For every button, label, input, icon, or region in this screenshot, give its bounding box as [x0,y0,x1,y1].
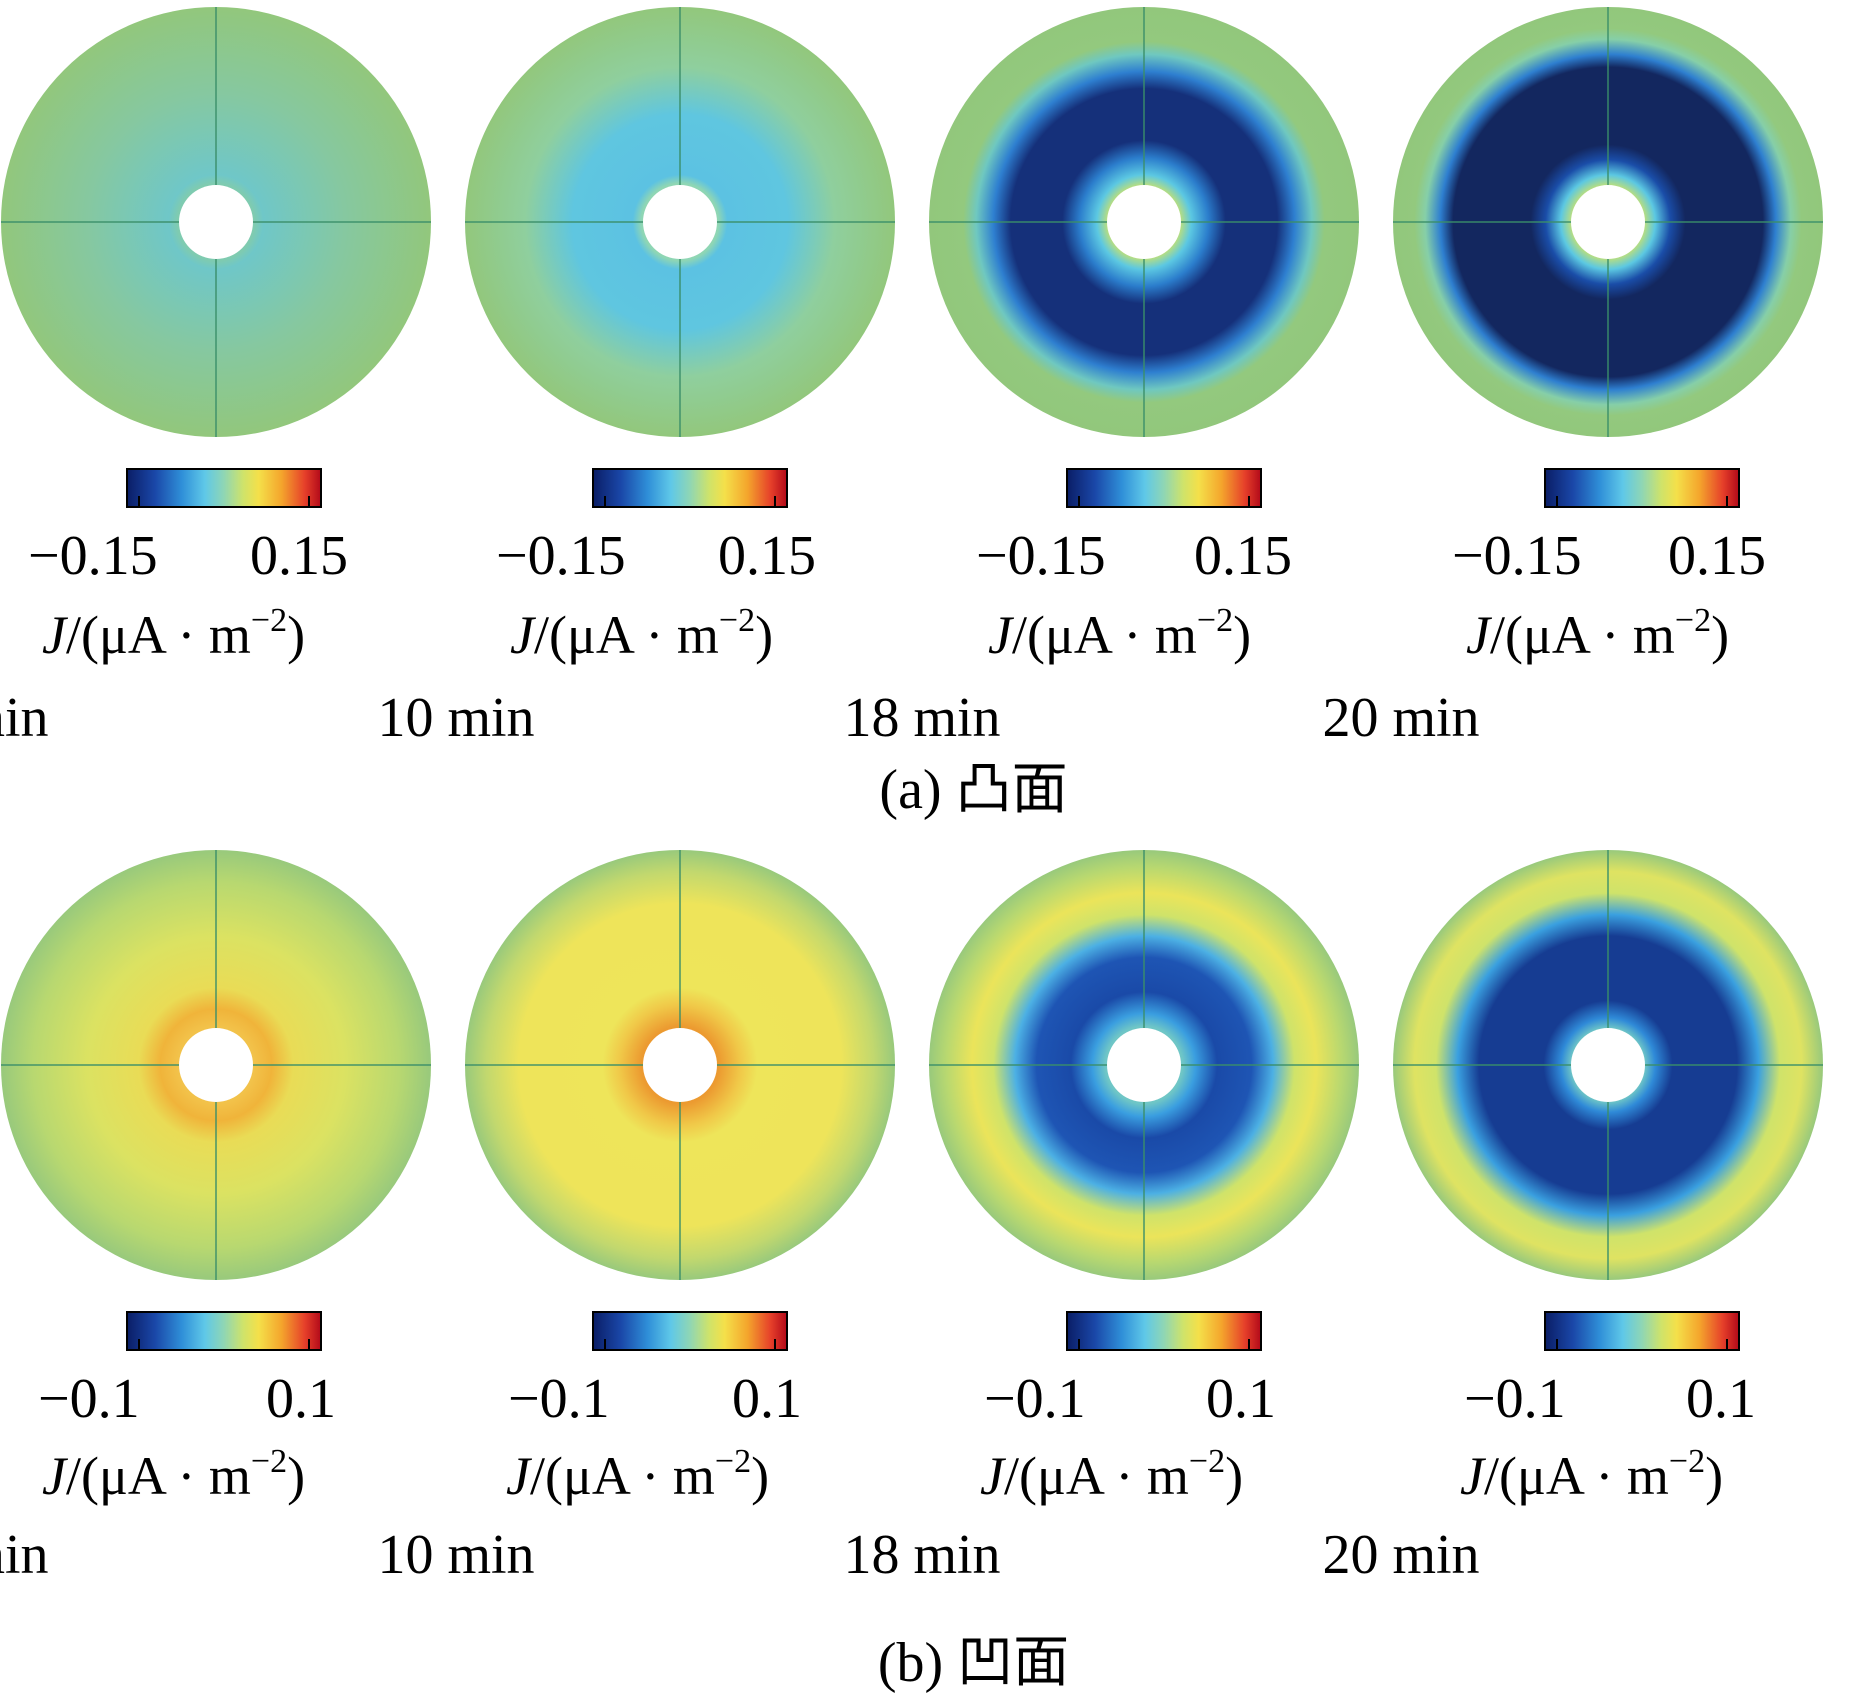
center-hole [179,1028,253,1102]
time-label: 18 min [843,1524,1001,1586]
colorbar-min-label: −0.1 [984,1368,1086,1430]
colorbar-max-label: 0.15 [250,525,348,587]
colorbar [126,468,322,514]
unit-label: J/(μA · m−2) [510,602,774,665]
colorbar-min-label: −0.1 [1464,1368,1566,1430]
colorbar [1066,1311,1262,1357]
current-density-disk [1,850,431,1280]
current-density-disk [1393,7,1823,437]
caption-a: (a) 凸面 [879,759,1068,821]
colorbar [1544,468,1740,514]
time-label: 10 min [377,687,535,749]
colorbar-max-label: 0.1 [732,1368,802,1430]
frame-a-1min: −0.15 0.15 J/(μA · m−2) 1 min [0,0,464,760]
colorbar-max-label: 0.1 [1206,1368,1276,1430]
center-hole [1571,1028,1645,1102]
colorbar-min-label: −0.15 [496,525,626,587]
unit-label: J/(μA · m−2) [42,602,306,665]
unit-label: J/(μA · m−2) [506,1443,770,1506]
time-label: 1 min [0,1524,49,1586]
unit-label: J/(μA · m−2) [1466,602,1730,665]
time-label: 20 min [1322,687,1480,749]
colorbar-min-label: −0.15 [976,525,1106,587]
current-density-disk [929,7,1359,437]
unit-label: J/(μA · m−2) [988,602,1252,665]
caption-b: (b) 凹面 [877,1632,1070,1694]
center-hole [1571,185,1645,259]
current-density-disk [1393,850,1823,1280]
current-density-disk [465,850,895,1280]
colorbar [1544,1311,1740,1357]
current-density-disk [929,850,1359,1280]
time-label: 1 min [0,687,49,749]
colorbar-min-label: −0.1 [38,1368,140,1430]
center-hole [1107,185,1181,259]
colorbar-min-label: −0.15 [1452,525,1582,587]
frame-b-20min: −0.1 0.1 J/(μA · m−2) 20 min [1322,843,1856,1603]
unit-label: J/(μA · m−2) [42,1443,306,1506]
colorbar-max-label: 0.15 [718,525,816,587]
colorbar-min-label: −0.1 [508,1368,610,1430]
panel-a-convex: −0.15 0.15 J/(μA · m−2) 1 min −0.15 0.15… [0,0,1857,820]
colorbar [592,1311,788,1357]
colorbar-min-label: −0.15 [28,525,158,587]
center-hole [179,185,253,259]
unit-label: J/(μA · m−2) [1460,1443,1724,1506]
colorbar-max-label: 0.15 [1668,525,1766,587]
center-hole [643,1028,717,1102]
colorbar [592,468,788,514]
frame-a-18min: −0.15 0.15 J/(μA · m−2) 18 min [843,0,1392,760]
time-label: 20 min [1322,1524,1480,1586]
time-label: 18 min [843,687,1001,749]
colorbar [1066,468,1262,514]
frame-b-10min: −0.1 0.1 J/(μA · m−2) 10 min [377,843,928,1603]
center-hole [643,185,717,259]
unit-label: J/(μA · m−2) [980,1443,1244,1506]
colorbar-max-label: 0.1 [266,1368,336,1430]
frame-a-20min: −0.15 0.15 J/(μA · m−2) 20 min [1322,0,1856,760]
colorbar-max-label: 0.15 [1194,525,1292,587]
frame-a-10min: −0.15 0.15 J/(μA · m−2) 10 min [377,0,928,760]
current-density-disk [1,7,431,437]
frame-b-1min: −0.1 0.1 J/(μA · m−2) 1 min [0,843,464,1603]
current-density-disk [465,7,895,437]
colorbar [126,1311,322,1357]
center-hole [1107,1028,1181,1102]
frame-b-18min: −0.1 0.1 J/(μA · m−2) 18 min [843,843,1392,1603]
panel-b-concave: −0.1 0.1 J/(μA · m−2) 1 min −0.1 0.1 J/(… [0,843,1857,1693]
time-label: 10 min [377,1524,535,1586]
colorbar-max-label: 0.1 [1686,1368,1756,1430]
